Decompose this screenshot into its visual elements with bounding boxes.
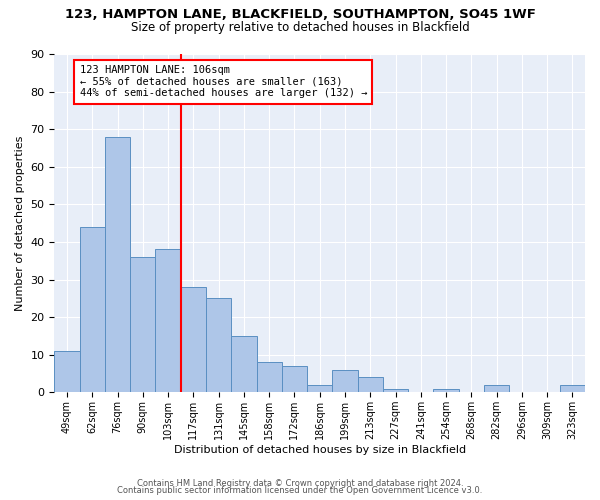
Bar xyxy=(155,250,181,392)
Text: Contains HM Land Registry data © Crown copyright and database right 2024.: Contains HM Land Registry data © Crown c… xyxy=(137,478,463,488)
Bar xyxy=(80,227,105,392)
Bar xyxy=(282,366,307,392)
Bar xyxy=(383,388,408,392)
Bar xyxy=(307,385,332,392)
Bar xyxy=(206,298,231,392)
Bar xyxy=(105,136,130,392)
Text: 123, HAMPTON LANE, BLACKFIELD, SOUTHAMPTON, SO45 1WF: 123, HAMPTON LANE, BLACKFIELD, SOUTHAMPT… xyxy=(65,8,535,20)
Bar xyxy=(433,388,458,392)
Bar xyxy=(231,336,257,392)
Text: 123 HAMPTON LANE: 106sqm
← 55% of detached houses are smaller (163)
44% of semi-: 123 HAMPTON LANE: 106sqm ← 55% of detach… xyxy=(80,66,367,98)
Text: Contains public sector information licensed under the Open Government Licence v3: Contains public sector information licen… xyxy=(118,486,482,495)
Bar xyxy=(332,370,358,392)
Y-axis label: Number of detached properties: Number of detached properties xyxy=(15,136,25,311)
Bar xyxy=(257,362,282,392)
Bar xyxy=(55,351,80,393)
Bar xyxy=(181,287,206,393)
Bar xyxy=(484,385,509,392)
Text: Size of property relative to detached houses in Blackfield: Size of property relative to detached ho… xyxy=(131,21,469,34)
X-axis label: Distribution of detached houses by size in Blackfield: Distribution of detached houses by size … xyxy=(173,445,466,455)
Bar xyxy=(560,385,585,392)
Bar xyxy=(130,257,155,392)
Bar xyxy=(358,378,383,392)
